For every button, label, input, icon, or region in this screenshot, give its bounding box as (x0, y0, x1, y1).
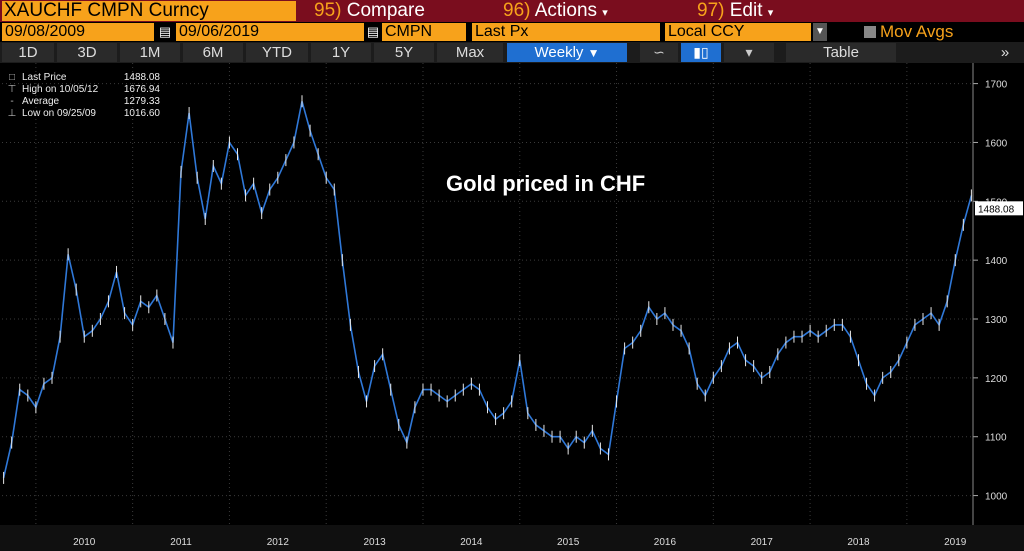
legend-label: Last Price (22, 72, 67, 83)
table-button[interactable]: Table (786, 43, 896, 62)
x-tick-label: 2014 (460, 537, 483, 548)
tab-6m[interactable]: 6M (183, 43, 243, 62)
chart-legend: □ Last Price 1488.08 ⊤ High on 10/05/12 … (4, 72, 162, 120)
legend-low: ⊥ Low on 09/25/09 1016.60 (4, 108, 162, 120)
x-tick-label: 2010 (73, 537, 96, 548)
legend-label: Low on 09/25/09 (22, 108, 96, 119)
edit-caret-icon: ▾ (767, 7, 774, 19)
frequency-label: Weekly (534, 44, 584, 61)
y-tick-label: 1300 (985, 315, 1008, 326)
high-marker-icon: ⊤ (7, 84, 17, 95)
legend-label: Average (22, 96, 60, 107)
price-field[interactable]: Last Px (472, 23, 660, 41)
y-tick-label: 1200 (985, 374, 1008, 385)
tab-max[interactable]: Max (437, 43, 503, 62)
end-date-value: 09/06/2019 (179, 23, 260, 40)
tab-5y[interactable]: 5Y (374, 43, 434, 62)
y-tick-label: 1400 (985, 256, 1008, 267)
average-marker-icon: ‐ (10, 96, 14, 107)
chart-type-caret-icon[interactable]: ▾ (724, 43, 774, 62)
x-tick-label: 2018 (847, 537, 870, 548)
tab-3d[interactable]: 3D (57, 43, 117, 62)
tab-1y[interactable]: 1Y (311, 43, 371, 62)
end-date-field[interactable]: 09/06/2019 (176, 23, 364, 41)
price-chart: 100011001200130014001500160017001488.08 … (0, 63, 1024, 551)
legend-value: 1488.08 (123, 72, 160, 83)
actions-num: 96) (503, 0, 531, 21)
x-tick-label: 2015 (557, 537, 580, 548)
frequency-dropdown[interactable]: Weekly ▼ (507, 43, 627, 62)
legend-value: 1016.60 (123, 108, 160, 119)
currency-dropdown-icon[interactable]: ▼ (813, 23, 827, 41)
x-tick-label: 2016 (654, 537, 677, 548)
legend-last-price: □ Last Price 1488.08 (4, 72, 162, 84)
legend-high: ⊤ High on 10/05/12 1676.94 (4, 84, 162, 96)
x-tick-label: 2011 (170, 537, 192, 548)
expand-chevron-icon[interactable]: » (1000, 44, 1010, 61)
compare-menu[interactable]: 95) Compare (314, 1, 425, 21)
legend-value: 1676.94 (123, 84, 160, 95)
compare-num: 95) (314, 0, 342, 21)
mov-avgs-label: Mov Avgs (880, 22, 954, 41)
edit-label: Edit (729, 0, 763, 21)
actions-menu[interactable]: 96) Actions ▾ (503, 1, 608, 21)
edit-num: 97) (697, 0, 725, 21)
currency-field[interactable]: Local CCY (665, 23, 811, 41)
y-tick-label: 1700 (985, 80, 1008, 91)
last-price-marker-icon: □ (8, 72, 16, 83)
tab-1d[interactable]: 1D (2, 43, 54, 62)
tab-ytd[interactable]: YTD (246, 43, 308, 62)
x-axis-band (0, 525, 1024, 551)
end-calendar-icon[interactable]: ▤ (366, 24, 380, 39)
compare-label: Compare (346, 0, 425, 21)
legend-value: 1279.33 (123, 96, 160, 107)
chart-title: Gold priced in CHF (446, 171, 646, 196)
edit-menu[interactable]: 97) Edit ▾ (697, 1, 773, 21)
x-tick-label: 2019 (944, 537, 967, 548)
y-tick-label: 1000 (985, 492, 1008, 503)
start-calendar-icon[interactable]: ▤ (158, 24, 172, 39)
mov-avgs-checkbox[interactable] (864, 26, 876, 38)
x-tick-label: 2012 (267, 537, 290, 548)
candlestick-icon[interactable]: ▮▯ (681, 43, 721, 62)
y-tick-label: 1600 (985, 138, 1008, 149)
low-marker-icon: ⊥ (7, 108, 17, 119)
legend-label: High on 10/05/12 (22, 84, 99, 95)
line-chart-icon[interactable]: ∽ (640, 43, 678, 62)
start-date-field[interactable]: 09/08/2009 (2, 23, 154, 41)
x-tick-label: 2013 (363, 537, 386, 548)
ticker-field[interactable]: XAUCHF CMPN Curncy (2, 1, 296, 21)
frequency-caret-icon: ▼ (587, 46, 600, 60)
actions-caret-icon: ▾ (602, 7, 608, 19)
actions-label: Actions (534, 0, 598, 21)
source-field[interactable]: CMPN (382, 23, 466, 41)
legend-average: ‐ Average 1279.33 (4, 96, 162, 108)
last-value-label: 1488.08 (978, 204, 1015, 215)
price-series-line (2, 101, 973, 479)
y-tick-label: 1100 (985, 433, 1007, 444)
x-tick-label: 2017 (751, 537, 774, 548)
last-value-box (975, 201, 1023, 216)
tab-1m[interactable]: 1M (120, 43, 180, 62)
